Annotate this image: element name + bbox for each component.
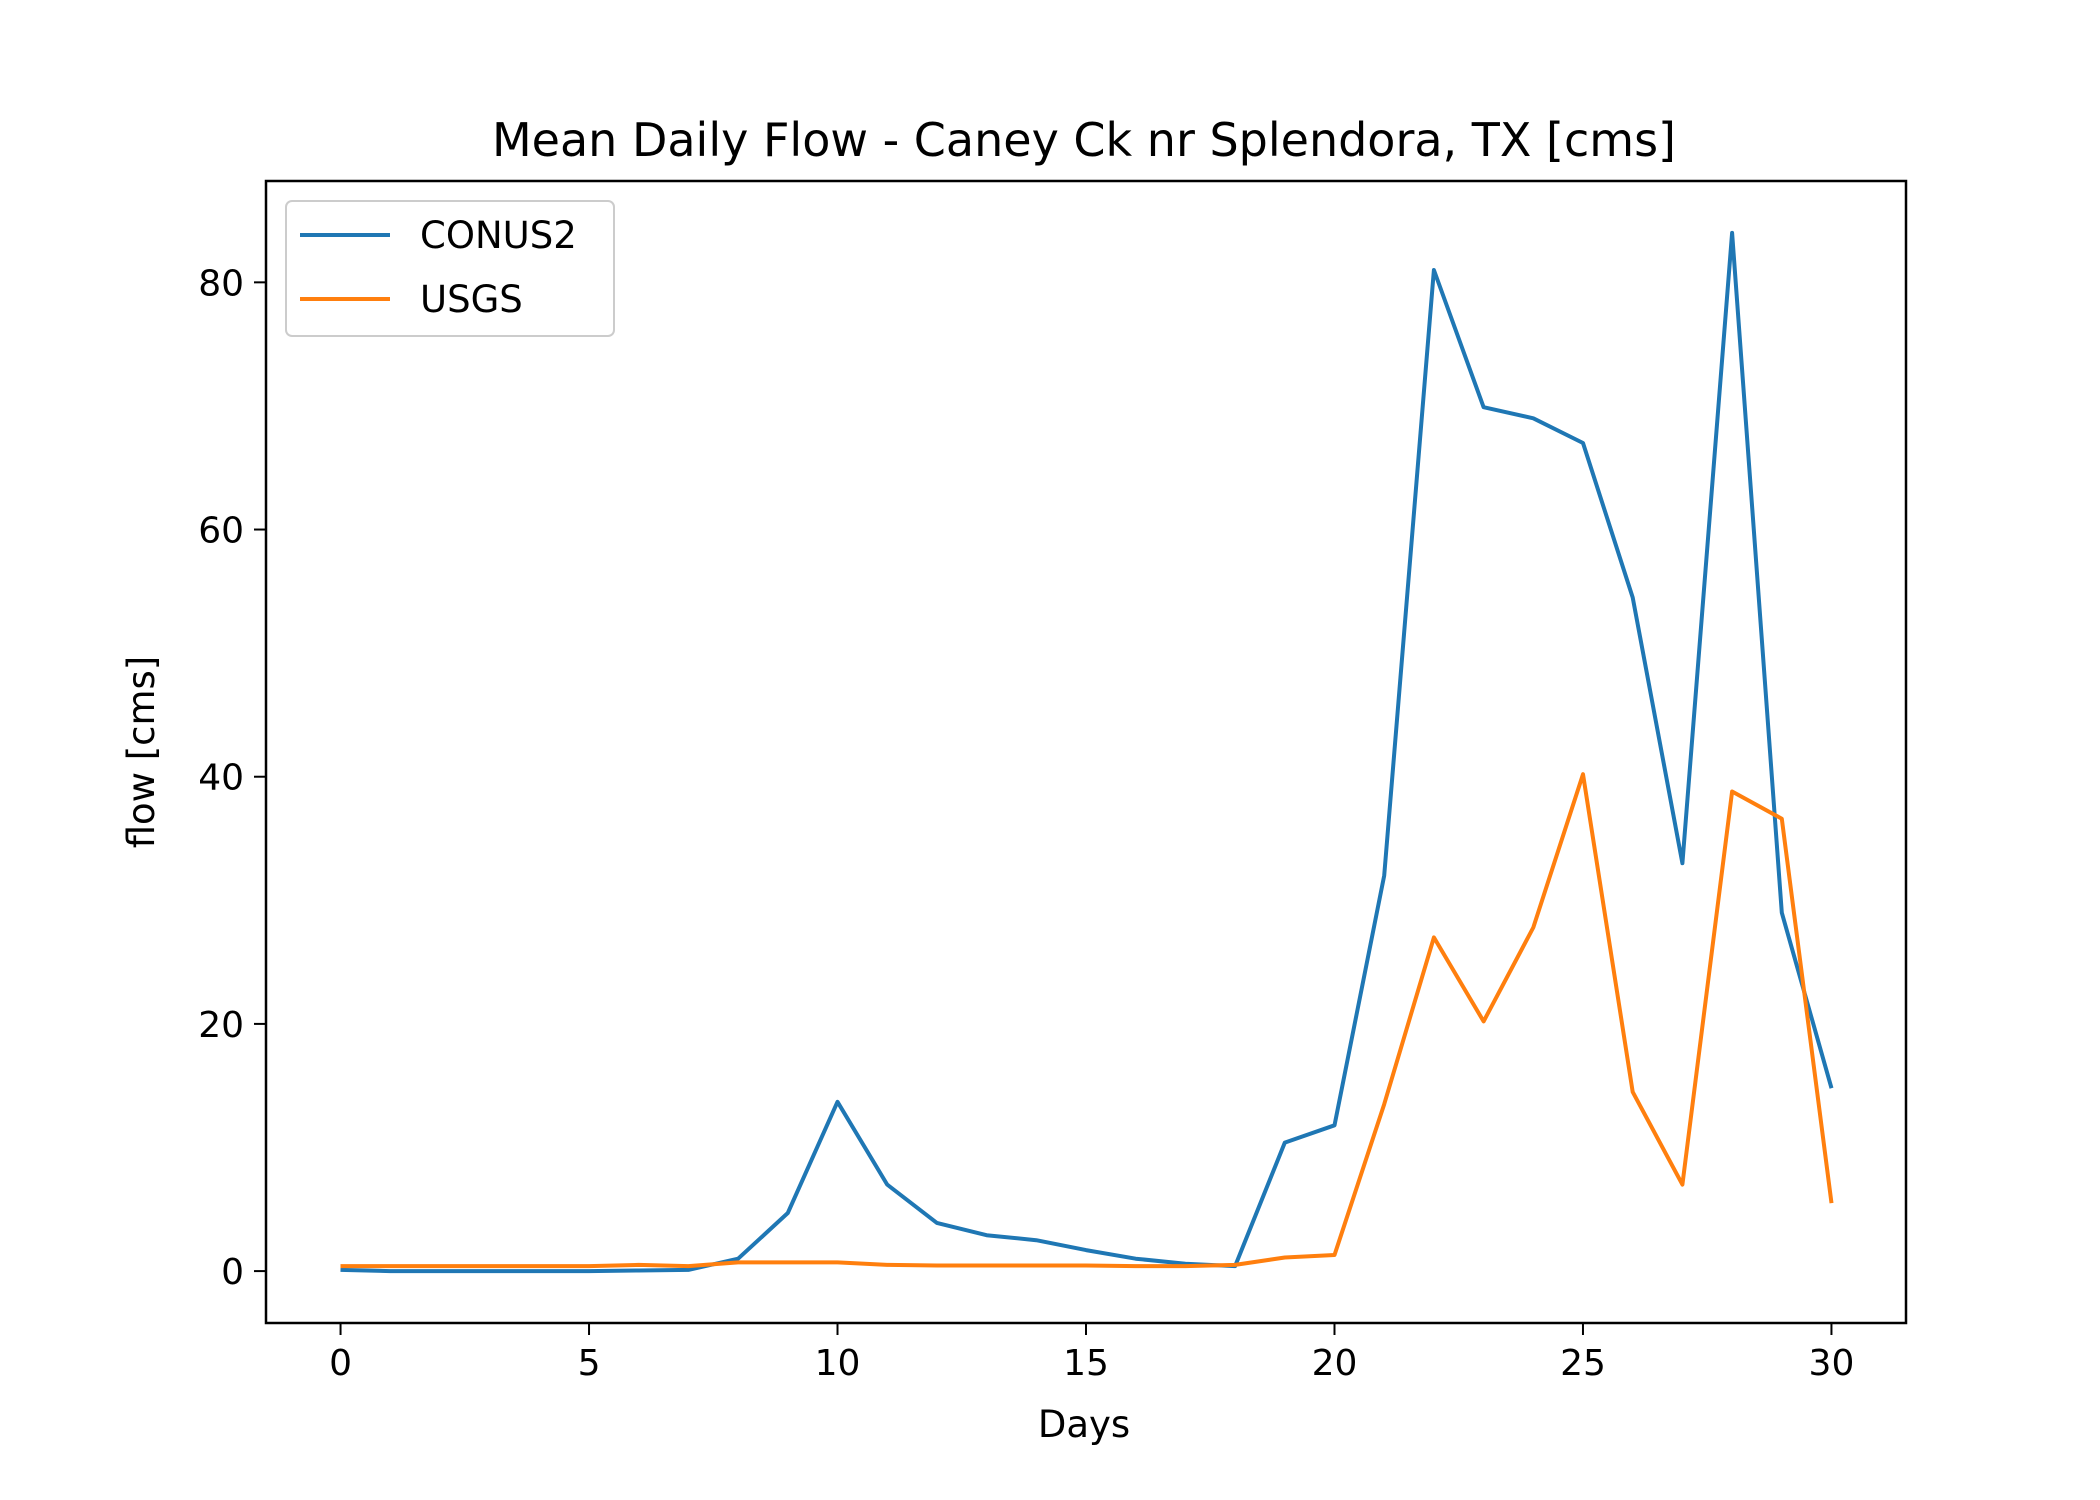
x-tick-label: 0 <box>329 1343 352 1384</box>
y-axis: 0 20 40 60 80 <box>198 263 266 1293</box>
x-tick-label: 15 <box>1063 1343 1109 1384</box>
x-axis-label: Days <box>1038 1403 1130 1446</box>
series-lines <box>340 230 1834 1274</box>
legend-label-usgs: USGS <box>420 278 523 321</box>
x-tick-label: 20 <box>1312 1343 1358 1384</box>
x-axis: 0 5 10 15 20 25 30 <box>329 1323 1854 1384</box>
y-axis-label: flow [cms] <box>120 656 163 849</box>
series-line-conus2 <box>340 230 1834 1274</box>
x-tick-label: 5 <box>578 1343 601 1384</box>
y-tick-label: 60 <box>198 511 244 552</box>
series-line-usgs <box>340 772 1834 1269</box>
x-tick-label: 25 <box>1560 1343 1606 1384</box>
y-tick-label: 80 <box>198 263 244 304</box>
legend-label-conus2: CONUS2 <box>420 214 577 257</box>
x-tick-label: 10 <box>815 1343 861 1384</box>
x-tick-label: 30 <box>1809 1343 1855 1384</box>
y-tick-label: 20 <box>198 1005 244 1046</box>
legend: CONUS2 USGS <box>285 200 615 337</box>
chart-title: Mean Daily Flow - Caney Ck nr Splendora,… <box>492 113 1676 167</box>
y-tick-label: 40 <box>198 758 244 799</box>
y-tick-label: 0 <box>221 1252 244 1293</box>
